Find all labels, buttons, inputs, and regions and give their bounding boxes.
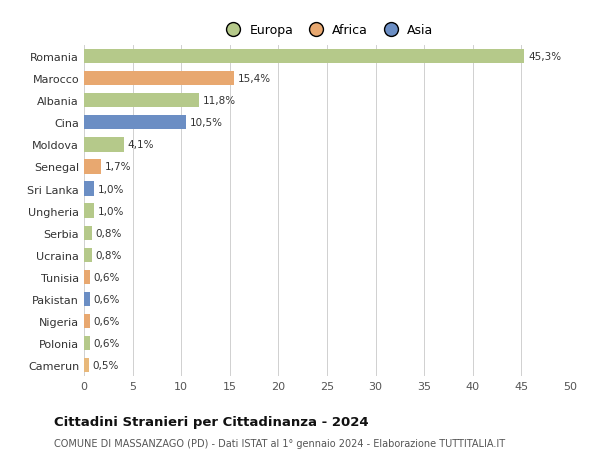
Bar	[84, 314, 90, 329]
Text: 1,7%: 1,7%	[104, 162, 131, 172]
Bar	[84, 160, 101, 174]
Text: 0,8%: 0,8%	[95, 228, 122, 238]
Text: 0,6%: 0,6%	[94, 338, 120, 348]
Bar	[84, 116, 186, 130]
Bar	[84, 226, 92, 241]
Text: 0,6%: 0,6%	[94, 294, 120, 304]
Bar	[84, 204, 94, 218]
Bar	[84, 138, 124, 152]
Bar	[84, 94, 199, 108]
Text: 0,6%: 0,6%	[94, 316, 120, 326]
Bar	[84, 72, 233, 86]
Text: Cittadini Stranieri per Cittadinanza - 2024: Cittadini Stranieri per Cittadinanza - 2…	[54, 415, 368, 428]
Bar	[84, 182, 94, 196]
Text: 11,8%: 11,8%	[203, 96, 236, 106]
Bar	[84, 50, 524, 64]
Text: 0,6%: 0,6%	[94, 272, 120, 282]
Bar	[84, 292, 90, 307]
Text: 1,0%: 1,0%	[98, 184, 124, 194]
Bar	[84, 270, 90, 285]
Bar	[84, 248, 92, 263]
Text: COMUNE DI MASSANZAGO (PD) - Dati ISTAT al 1° gennaio 2024 - Elaborazione TUTTITA: COMUNE DI MASSANZAGO (PD) - Dati ISTAT a…	[54, 438, 505, 448]
Text: 10,5%: 10,5%	[190, 118, 223, 128]
Bar	[84, 358, 89, 373]
Text: 45,3%: 45,3%	[528, 52, 562, 62]
Legend: Europa, Africa, Asia: Europa, Africa, Asia	[216, 19, 438, 42]
Text: 15,4%: 15,4%	[238, 74, 271, 84]
Bar	[84, 336, 90, 351]
Text: 1,0%: 1,0%	[98, 206, 124, 216]
Text: 0,5%: 0,5%	[93, 360, 119, 370]
Text: 0,8%: 0,8%	[95, 250, 122, 260]
Text: 4,1%: 4,1%	[128, 140, 154, 150]
